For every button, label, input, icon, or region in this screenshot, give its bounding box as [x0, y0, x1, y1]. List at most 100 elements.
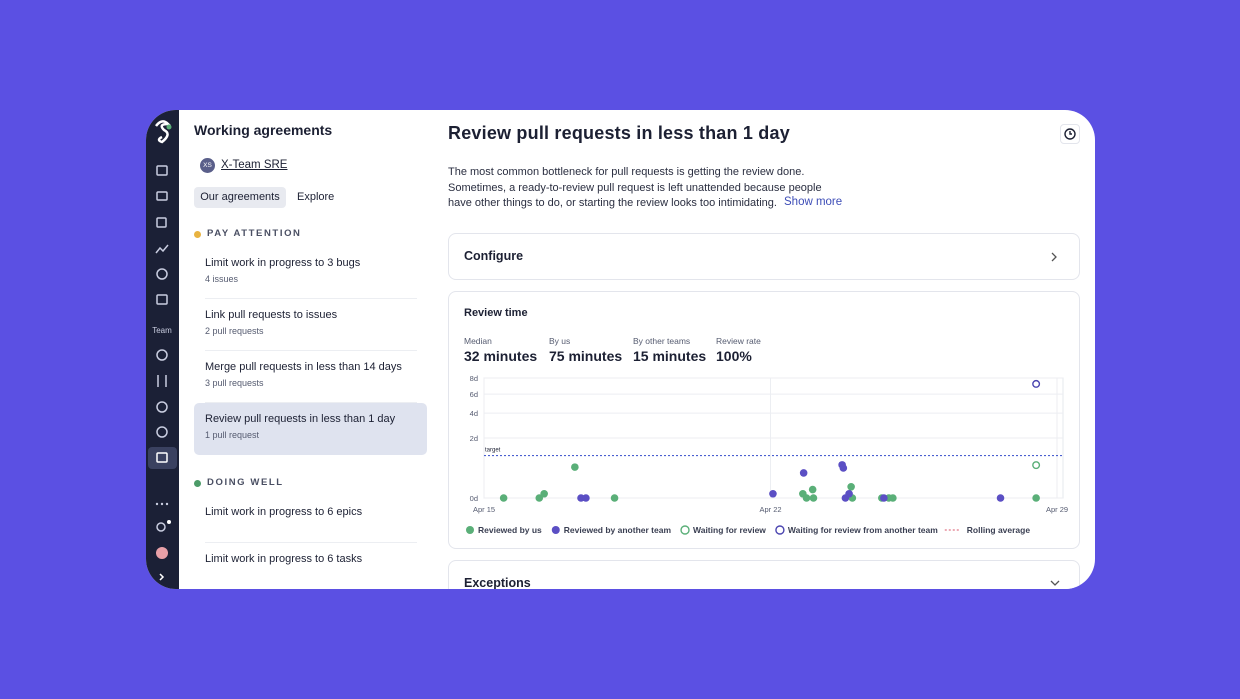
- stat-value: 100%: [716, 348, 752, 364]
- search-icon[interactable]: [156, 522, 166, 532]
- user-avatar[interactable]: [156, 547, 168, 559]
- target-label: target: [485, 448, 501, 454]
- x-tick-label: Apr 15: [473, 505, 495, 514]
- review-point: [769, 489, 777, 498]
- review-point: [799, 469, 808, 477]
- legend-swatch: [551, 526, 560, 534]
- review-point: [808, 485, 817, 494]
- nav-icon[interactable]: [155, 244, 169, 254]
- stat-label: By us: [549, 336, 571, 346]
- agreement-title[interactable]: Limit work in progress to 3 bugs: [205, 257, 361, 269]
- review-point: [1032, 494, 1040, 502]
- agreement-subtitle: 4 issues: [205, 274, 239, 284]
- review-point: [880, 494, 888, 502]
- agreement-title[interactable]: Limit work in progress to 6 tasks: [205, 553, 363, 565]
- description: The most common bottleneck for pull requ…: [448, 166, 822, 209]
- legend-label: Reviewed by us: [478, 525, 542, 535]
- nav-icon[interactable]: [156, 294, 168, 305]
- waiting-point: [1032, 379, 1041, 388]
- x-tick-label: Apr 29: [1046, 505, 1068, 514]
- section-heading: PAY ATTENTION: [207, 228, 302, 239]
- y-tick-label: 4d: [470, 409, 478, 418]
- agreement-subtitle: 3 pull requests: [205, 378, 264, 388]
- stat-value: 75 minutes: [549, 348, 623, 364]
- exceptions-card[interactable]: Exceptions: [448, 560, 1080, 589]
- nav-icon[interactable]: [156, 191, 168, 201]
- nav-icon[interactable]: [156, 217, 167, 228]
- panel-title: Working agreements: [194, 122, 333, 138]
- card-heading: Review time: [464, 307, 528, 319]
- tab-selected[interactable]: Our agreements: [194, 187, 286, 208]
- legend-label: Waiting for review from another team: [788, 525, 938, 535]
- nav-icon[interactable]: [156, 268, 168, 280]
- review-time-card: Review time: [448, 291, 1080, 549]
- page-title: Review pull requests in less than 1 day: [448, 123, 790, 143]
- team-avatar: XS: [200, 158, 215, 173]
- divider: [205, 542, 417, 543]
- review-point: [540, 489, 548, 498]
- selected-item-bg[interactable]: [194, 403, 427, 455]
- legend-swatch: [680, 525, 690, 535]
- section-dot: [194, 480, 201, 487]
- y-tick-label: 0d: [470, 494, 478, 503]
- section-dot: [194, 231, 201, 238]
- review-point: [839, 464, 848, 472]
- nav-icon[interactable]: [156, 165, 168, 176]
- stat-label: By other teams: [633, 336, 691, 346]
- waiting-point: [1032, 461, 1041, 470]
- legend-label: Rolling average: [967, 525, 1031, 535]
- section-heading: DOING WELL: [207, 477, 284, 488]
- divider: [205, 402, 417, 403]
- notification-dot: [167, 520, 171, 524]
- nav-icon[interactable]: [157, 375, 167, 387]
- stat-value: 32 minutes: [464, 348, 538, 364]
- team-label: Team: [152, 326, 172, 335]
- nav-icon[interactable]: [156, 401, 168, 413]
- chevron: [1051, 252, 1057, 262]
- agreement-title[interactable]: Review pull requests in less than 1 day: [205, 413, 396, 425]
- stat-label: Median: [464, 336, 492, 346]
- review-point: [845, 489, 853, 498]
- legend-label: Waiting for review: [693, 525, 766, 535]
- legend-swatch: [466, 526, 474, 534]
- configure-card[interactable]: Configure: [448, 233, 1080, 280]
- sidebar: Team: [146, 110, 179, 589]
- x-tick-label: Apr 22: [759, 505, 781, 514]
- history-button[interactable]: [1060, 124, 1080, 144]
- agreement-subtitle: 2 pull requests: [205, 326, 264, 336]
- review-point: [847, 482, 855, 491]
- nav-icon[interactable]: [156, 349, 168, 361]
- nav-icon[interactable]: [156, 426, 168, 438]
- agreement-title[interactable]: Limit work in progress to 6 epics: [205, 506, 363, 518]
- y-tick-label: 2d: [470, 434, 478, 443]
- team-selector[interactable]: X-Team SRE: [221, 159, 288, 171]
- review-point: [535, 494, 544, 502]
- review-point: [802, 494, 811, 502]
- review-point: [610, 494, 619, 502]
- review-point: [889, 494, 897, 502]
- expand-icon[interactable]: [159, 573, 165, 581]
- tab[interactable]: Explore: [297, 191, 335, 203]
- sidebar-icons: Team: [148, 120, 177, 581]
- divider: [205, 298, 417, 299]
- legend-label: Reviewed by another team: [564, 525, 672, 535]
- chevron: [1050, 580, 1060, 586]
- review-point: [571, 463, 579, 471]
- logo-dot: [166, 124, 172, 130]
- logo: [155, 120, 172, 144]
- review-point: [499, 494, 508, 502]
- review-point: [582, 494, 590, 502]
- divider: [205, 350, 417, 351]
- stat-label: Review rate: [716, 336, 761, 346]
- configure-label: Configure: [464, 249, 524, 263]
- agreement-title[interactable]: Link pull requests to issues: [205, 309, 338, 321]
- legend-swatch: [775, 525, 785, 535]
- nav-selected[interactable]: [148, 447, 177, 469]
- show-more-link[interactable]: Show more: [780, 196, 843, 208]
- exceptions-label: Exceptions: [464, 576, 531, 589]
- stat-value: 15 minutes: [633, 348, 707, 364]
- review-point: [809, 494, 818, 502]
- agreement-subtitle: 1 pull request: [205, 430, 260, 440]
- agreement-title[interactable]: Merge pull requests in less than 14 days: [205, 361, 402, 373]
